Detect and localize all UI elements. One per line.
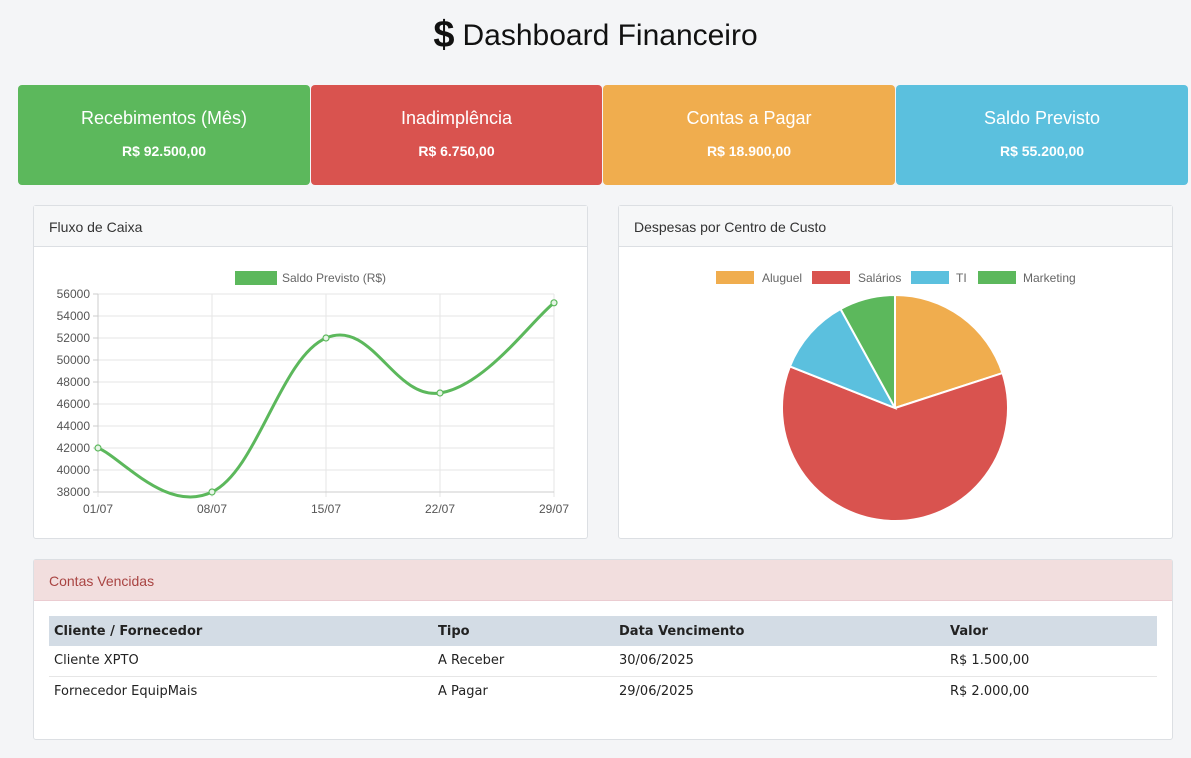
overdue-table: Cliente / Fornecedor Tipo Data Venciment… bbox=[49, 616, 1157, 706]
overdue-title: Contas Vencidas bbox=[34, 560, 1172, 601]
legend-item[interactable]: Aluguel bbox=[716, 271, 802, 285]
y-tick-label: 54000 bbox=[57, 309, 91, 323]
page-title: $ Dashboard Financeiro bbox=[0, 14, 1191, 57]
data-point[interactable] bbox=[322, 334, 330, 342]
x-tick-label: 22/07 bbox=[425, 502, 455, 516]
cash-flow-title: Fluxo de Caixa bbox=[34, 206, 587, 247]
dollar-icon: $ bbox=[433, 14, 455, 56]
pie-slice[interactable] bbox=[894, 293, 1004, 410]
table-row[interactable]: Fornecedor EquipMais A Pagar 29/06/2025 … bbox=[49, 676, 1157, 706]
y-tick-label: 52000 bbox=[57, 331, 91, 345]
column-header: Tipo bbox=[433, 616, 614, 646]
legend-item[interactable]: TI bbox=[911, 271, 967, 285]
y-tick-label: 42000 bbox=[57, 441, 91, 455]
overdue-panel: Contas Vencidas Cliente / Fornecedor Tip… bbox=[33, 559, 1173, 740]
x-tick-label: 29/07 bbox=[539, 502, 569, 516]
cell-amount: R$ 1.500,00 bbox=[945, 646, 1157, 677]
pie-slice[interactable] bbox=[781, 365, 1009, 522]
card-contas-a-pagar: Contas a Pagar R$ 18.900,00 bbox=[603, 85, 895, 185]
legend-label: Aluguel bbox=[762, 271, 802, 285]
legend-swatch bbox=[978, 271, 1016, 284]
y-tick-label: 38000 bbox=[57, 485, 91, 499]
table-header-row: Cliente / Fornecedor Tipo Data Venciment… bbox=[49, 616, 1157, 646]
legend-label: Marketing bbox=[1023, 271, 1076, 285]
card-inadimplencia: Inadimplência R$ 6.750,00 bbox=[311, 85, 602, 185]
y-tick-label: 50000 bbox=[57, 353, 91, 367]
card-recebimentos: Recebimentos (Mês) R$ 92.500,00 bbox=[18, 85, 310, 185]
data-point[interactable] bbox=[550, 299, 558, 307]
data-point[interactable] bbox=[436, 389, 444, 397]
summary-cards: Recebimentos (Mês) R$ 92.500,00 Inadimpl… bbox=[18, 85, 1188, 185]
column-header: Cliente / Fornecedor bbox=[49, 616, 433, 646]
cell-due-date: 29/06/2025 bbox=[619, 683, 694, 699]
data-point[interactable] bbox=[208, 488, 216, 496]
card-value: R$ 92.500,00 bbox=[121, 143, 207, 159]
column-header: Valor bbox=[945, 616, 1157, 646]
card-title: Recebimentos (Mês) bbox=[80, 108, 248, 128]
y-tick-label: 44000 bbox=[57, 419, 91, 433]
legend-label: TI bbox=[956, 271, 967, 285]
page-title-text: Dashboard Financeiro bbox=[462, 19, 758, 52]
cash-flow-panel: Fluxo de Caixa Saldo Previsto (R$) 38000 4… bbox=[33, 205, 588, 539]
legend-label: Salários bbox=[858, 271, 901, 285]
legend-label: Saldo Previsto (R$) bbox=[282, 271, 386, 285]
expenses-panel: Despesas por Centro de Custo Aluguel Salá… bbox=[618, 205, 1173, 539]
legend-swatch bbox=[812, 271, 850, 284]
card-title: Contas a Pagar bbox=[686, 108, 812, 128]
card-saldo-previsto: Saldo Previsto R$ 55.200,00 bbox=[896, 85, 1188, 185]
card-title: Saldo Previsto bbox=[983, 108, 1101, 128]
legend-item[interactable]: Salários bbox=[812, 271, 901, 285]
y-tick-label: 40000 bbox=[57, 463, 91, 477]
cell-party: Cliente XPTO bbox=[49, 646, 433, 677]
legend-swatch bbox=[716, 271, 754, 284]
y-tick-label: 48000 bbox=[57, 375, 91, 389]
legend-swatch bbox=[235, 271, 277, 285]
pie-slice[interactable] bbox=[788, 307, 898, 410]
card-title: Inadimplência bbox=[400, 108, 513, 128]
expenses-title: Despesas por Centro de Custo bbox=[619, 206, 1172, 247]
card-value: R$ 18.900,00 bbox=[706, 143, 792, 159]
card-value: R$ 6.750,00 bbox=[418, 143, 495, 159]
cash-flow-chart: Saldo Previsto (R$) 38000 40000 42000 44000 4… bbox=[57, 271, 569, 516]
cell-type: A Pagar bbox=[438, 683, 488, 699]
pie-slice[interactable] bbox=[839, 293, 896, 409]
x-tick-label: 15/07 bbox=[311, 502, 341, 516]
cell-due-date: 30/06/2025 bbox=[614, 646, 945, 677]
cell-type: A Receber bbox=[433, 646, 614, 677]
legend-item[interactable]: Saldo Previsto (R$) bbox=[235, 271, 386, 285]
expenses-chart: Aluguel Salários TI Marketing bbox=[716, 271, 1076, 522]
x-tick-label: 01/07 bbox=[83, 502, 113, 516]
cell-party: Fornecedor EquipMais bbox=[54, 683, 198, 699]
y-tick-label: 46000 bbox=[57, 397, 91, 411]
legend-item[interactable]: Marketing bbox=[978, 271, 1076, 285]
legend-swatch bbox=[911, 271, 949, 284]
card-value: R$ 55.200,00 bbox=[999, 143, 1085, 159]
cell-amount: R$ 2.000,00 bbox=[950, 683, 1030, 699]
x-tick-label: 08/07 bbox=[197, 502, 227, 516]
data-point[interactable] bbox=[94, 444, 102, 452]
table-row[interactable]: Cliente XPTO A Receber 30/06/2025 R$ 1.5… bbox=[49, 646, 1157, 677]
y-tick-label: 56000 bbox=[57, 287, 91, 301]
column-header: Data Vencimento bbox=[614, 616, 945, 646]
